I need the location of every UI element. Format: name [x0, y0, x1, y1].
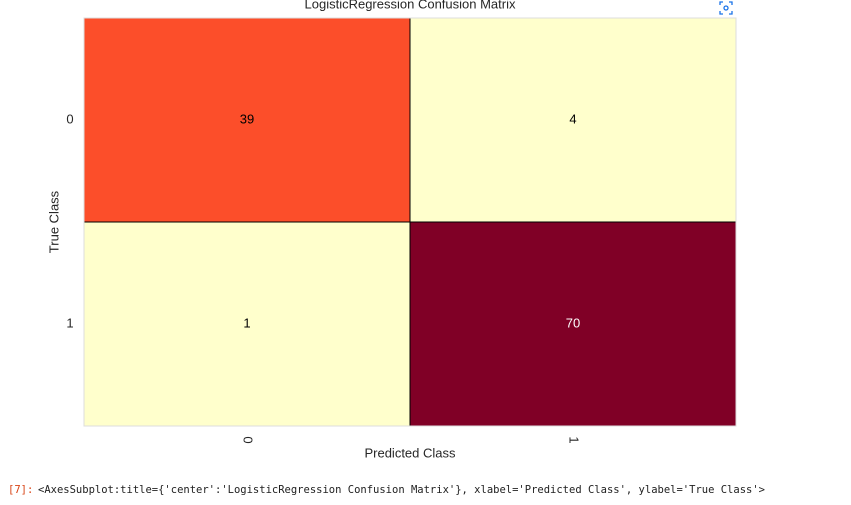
icon-bg[interactable]	[715, 0, 737, 18]
screenshot-icon[interactable]	[715, 0, 737, 18]
cell-label: 4	[569, 111, 576, 126]
icon-frame[interactable]	[719, 1, 733, 15]
cell	[83, 17, 411, 223]
cell	[409, 221, 737, 427]
x-axis-label: Predicted Class	[364, 445, 456, 460]
cell-label: 39	[240, 111, 254, 126]
icon-lens[interactable]	[723, 5, 729, 11]
cell	[83, 221, 411, 427]
cell-label: 1	[243, 315, 250, 330]
output-text: <AxesSubplot:title={'center':'LogisticRe…	[38, 484, 765, 496]
y-tick-label: 1	[66, 315, 73, 330]
x-tick-label: 0	[241, 436, 256, 443]
output-prompt: [7]:	[8, 484, 33, 496]
plot-frame	[83, 17, 737, 427]
y-axis-label: True Class	[46, 190, 61, 253]
cell-label: 70	[566, 315, 580, 330]
chart-title: LogisticRegression Confusion Matrix	[305, 0, 516, 11]
y-tick-label: 0	[66, 111, 73, 126]
x-tick-label: 1	[567, 436, 582, 443]
